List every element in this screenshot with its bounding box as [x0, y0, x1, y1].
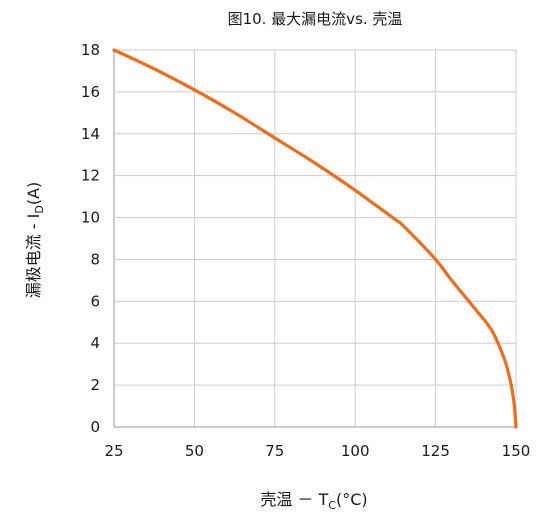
series-line [112, 48, 518, 429]
y-tick-label: 10 [81, 209, 100, 227]
x-axis-ticks: 25 50 75 100 125 150 [104, 442, 530, 460]
x-tick-label: 100 [341, 442, 370, 460]
y-tick-label: 6 [90, 292, 100, 310]
y-axis-ticks: 0 2 4 6 8 10 12 14 16 18 [81, 41, 100, 436]
y-tick-label: 2 [90, 376, 100, 394]
chart-title: 图10. 最大漏电流vs. 壳温 [228, 10, 403, 28]
plot-area [112, 48, 518, 429]
y-tick-label: 14 [81, 125, 100, 143]
x-axis-label: 壳温 － TC(°C) [260, 490, 367, 512]
y-axis-label: 漏极电流 - ID(A) [24, 182, 46, 299]
y-tick-label: 0 [90, 418, 100, 436]
y-tick-label: 18 [81, 41, 100, 59]
x-tick-label: 125 [421, 442, 450, 460]
x-tick-label: 25 [104, 442, 123, 460]
x-tick-label: 150 [502, 442, 531, 460]
x-tick-label: 75 [265, 442, 284, 460]
x-tick-label: 50 [185, 442, 204, 460]
y-tick-label: 12 [81, 167, 100, 185]
y-tick-label: 8 [90, 250, 100, 268]
y-tick-label: 16 [81, 83, 100, 101]
grid [113, 49, 517, 428]
y-tick-label: 4 [90, 334, 100, 352]
